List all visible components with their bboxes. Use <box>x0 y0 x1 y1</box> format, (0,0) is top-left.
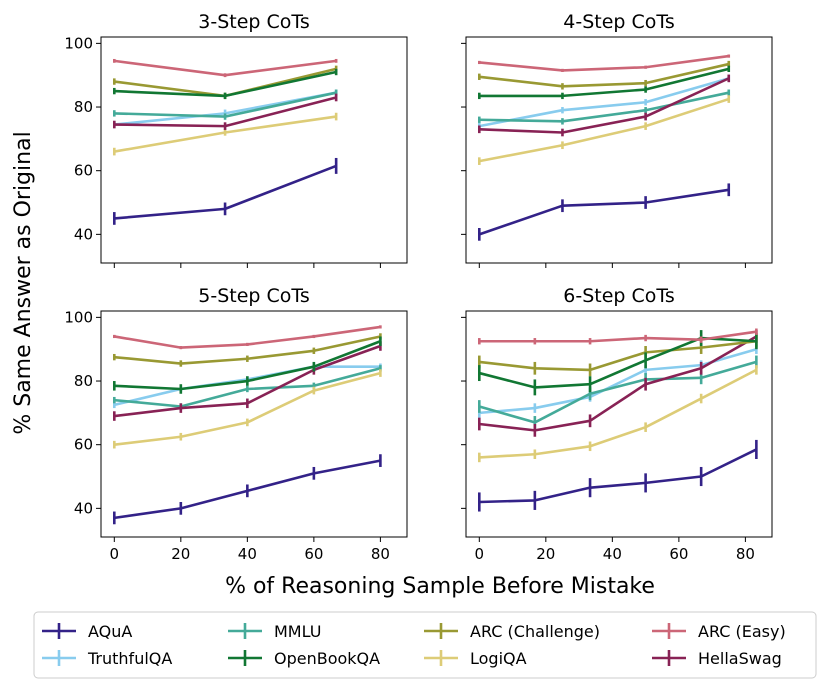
series-hellaswag <box>113 93 338 130</box>
panels: 3-Step CoTs 40 60 80 100 4-Step CoTs 5-Step Co… <box>64 11 773 563</box>
series-logiqa <box>478 365 758 463</box>
legend-label: AQuA <box>88 622 132 641</box>
x-tick-label: 80 <box>736 545 755 563</box>
series-logiqa <box>113 369 382 449</box>
series-line <box>479 368 757 459</box>
series-line <box>479 77 730 134</box>
series-group <box>113 58 338 225</box>
legend: AQuA TruthfulQA MMLU OpenBookQA ARC (Challen… <box>33 611 817 679</box>
legend-item-hellaswag: HellaSwag <box>652 649 782 668</box>
legend-label: MMLU <box>274 622 321 641</box>
series-line <box>478 360 757 424</box>
panel-title: 6-Step CoTs <box>563 285 675 307</box>
x-tick-label: 0 <box>110 545 120 563</box>
series-arc-easy <box>478 54 731 73</box>
x-tick-label: 20 <box>536 545 555 563</box>
series-openbookqa <box>113 68 338 100</box>
series-hellaswag <box>478 74 731 137</box>
series-arc-easy <box>113 58 338 78</box>
series-line <box>479 330 757 343</box>
legend-item-mmlu: MMLU <box>228 622 321 641</box>
legend-label: ARC (Challenge) <box>470 622 600 641</box>
x-tick-label: 40 <box>603 545 622 563</box>
panel-title: 5-Step CoTs <box>198 285 310 307</box>
panel-title: 4-Step CoTs <box>563 11 675 33</box>
series-line <box>479 67 730 98</box>
x-tick-label: 60 <box>669 545 688 563</box>
plot-frame <box>465 310 773 538</box>
series-group <box>478 54 731 241</box>
legend-label: OpenBookQA <box>274 649 380 668</box>
x-tick-label: 20 <box>171 545 190 563</box>
series-aqua <box>113 454 382 525</box>
series-arc-easy <box>478 328 758 345</box>
series-aqua <box>478 183 731 241</box>
x-tick-label: 80 <box>371 545 390 563</box>
plot-frame <box>100 36 408 264</box>
legend-label: HellaSwag <box>698 649 782 668</box>
series-line <box>479 335 758 432</box>
series-line <box>478 188 729 236</box>
series-group <box>113 325 382 525</box>
legend-item-aqua: AQuA <box>42 622 132 641</box>
x-tick-label: 0 <box>475 545 485 563</box>
panel-4: 6-Step CoTs 0 20 40 60 80 <box>461 285 773 563</box>
series-line <box>479 97 730 163</box>
legend-label: TruthfulQA <box>87 649 172 668</box>
x-tick-label: 60 <box>304 545 323 563</box>
y-tick-label: 60 <box>74 436 93 454</box>
series-line <box>479 91 730 123</box>
panel-1: 3-Step CoTs 40 60 80 100 <box>64 11 408 268</box>
series-group <box>478 328 758 512</box>
legend-label: ARC (Easy) <box>698 622 786 641</box>
panel-3: 5-Step CoTs 40 60 80 100 0 20 40 60 80 <box>64 285 408 563</box>
legend-item-arc-challenge: ARC (Challenge) <box>424 622 600 641</box>
series-truthfulqa <box>478 344 758 418</box>
plot-frame <box>465 36 773 264</box>
legend-item-openbookqa: OpenBookQA <box>228 649 380 668</box>
x-tick-label: 40 <box>238 545 257 563</box>
panel-2: 4-Step CoTs <box>461 11 773 268</box>
series-aqua <box>113 157 338 225</box>
y-tick-label: 40 <box>74 225 93 243</box>
legend-item-arc-easy: ARC (Easy) <box>652 622 786 641</box>
y-tick-label: 80 <box>74 372 93 390</box>
y-tick-label: 100 <box>64 308 93 326</box>
plot-frame <box>100 310 408 538</box>
series-line <box>479 339 757 372</box>
y-axis-label: % Same Answer as Original <box>11 131 36 434</box>
legend-item-logiqa: LogiQA <box>424 649 527 668</box>
series-aqua <box>478 439 758 512</box>
legend-box <box>33 611 817 679</box>
legend-label: LogiQA <box>470 649 527 668</box>
legend-item-truthfulqa: TruthfulQA <box>42 649 172 668</box>
x-axis-label: % of Reasoning Sample Before Mistake <box>225 574 655 599</box>
series-mmlu <box>478 89 731 125</box>
y-tick-label: 80 <box>74 98 93 116</box>
series-logiqa <box>113 112 338 156</box>
series-arc-easy <box>113 325 382 350</box>
y-tick-label: 40 <box>74 499 93 517</box>
panel-title: 3-Step CoTs <box>198 11 310 33</box>
series-openbookqa <box>478 65 731 100</box>
series-hellaswag <box>478 330 758 437</box>
series-line <box>479 54 729 72</box>
series-line <box>479 77 730 128</box>
y-tick-label: 60 <box>74 162 93 180</box>
series-line <box>479 62 730 88</box>
series-logiqa <box>478 95 731 165</box>
series-line <box>479 448 757 504</box>
y-tick-label: 100 <box>64 34 93 52</box>
series-openbookqa <box>113 336 382 394</box>
series-line <box>114 59 337 77</box>
